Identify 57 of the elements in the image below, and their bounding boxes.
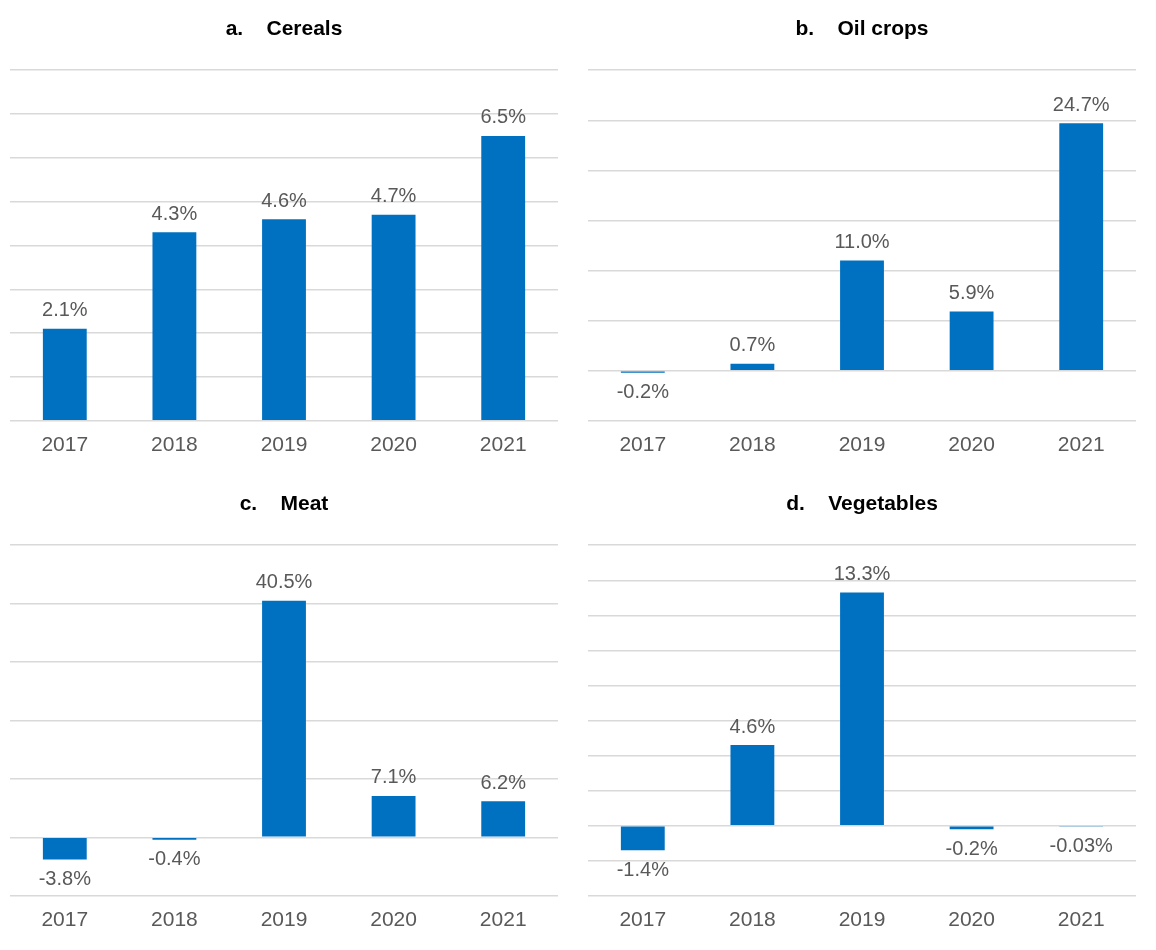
x-tick-label: 2019 (260, 432, 308, 456)
x-tick-label: 2021 (479, 907, 527, 931)
x-tick-label: 2017 (41, 432, 89, 456)
bar (730, 363, 775, 370)
data-label: 7.1% (370, 765, 417, 788)
data-label: 11.0% (834, 230, 890, 253)
x-tick-label: 2020 (370, 907, 417, 931)
chart-title: a. Cereals (225, 16, 343, 40)
data-label: 2.1% (42, 298, 88, 321)
x-tick-label: 2020 (948, 432, 995, 456)
x-tick-label: 2020 (948, 907, 995, 931)
chart-title: d. Vegetables (786, 491, 938, 515)
bar (152, 232, 197, 421)
bar (481, 135, 526, 421)
data-label: 40.5% (255, 570, 313, 593)
data-label: 5.9% (948, 281, 995, 304)
bar (840, 260, 884, 370)
data-label: 4.3% (151, 201, 198, 224)
data-label: -0.03% (1049, 833, 1114, 856)
x-tick-label: 2021 (479, 432, 527, 456)
data-label: -0.2% (945, 836, 998, 859)
x-tick-label: 2018 (151, 432, 198, 456)
x-tick-label: 2017 (619, 907, 667, 931)
bar (1059, 123, 1104, 370)
x-tick-label: 2021 (1057, 432, 1105, 456)
data-label: 24.7% (1052, 92, 1110, 115)
x-tick-label: 2018 (729, 907, 776, 931)
bar (262, 219, 306, 421)
bar (42, 838, 87, 860)
bar (481, 801, 526, 837)
data-label: 6.5% (480, 105, 527, 128)
bar (949, 311, 994, 370)
data-label: 0.7% (729, 333, 776, 356)
data-label: -1.4% (616, 857, 670, 880)
data-label: 6.2% (480, 770, 527, 793)
data-label: 13.3% (833, 562, 891, 585)
chart-title: c. Meat (239, 491, 329, 515)
data-label: 4.6% (261, 188, 308, 211)
x-tick-label: 2019 (838, 907, 886, 931)
x-tick-label: 2018 (151, 907, 198, 931)
data-label: -3.8% (38, 867, 92, 890)
data-label: 4.7% (370, 184, 417, 207)
x-tick-label: 2018 (729, 432, 776, 456)
data-label: -0.4% (148, 847, 201, 870)
x-tick-label: 2017 (619, 432, 667, 456)
bar (262, 600, 306, 837)
x-tick-label: 2021 (1057, 907, 1105, 931)
bar (42, 328, 87, 421)
data-label: 4.6% (729, 714, 776, 737)
bar (371, 214, 416, 421)
x-tick-label: 2020 (370, 432, 417, 456)
data-label: -0.2% (616, 380, 670, 403)
bar (371, 795, 416, 837)
x-tick-label: 2019 (838, 432, 886, 456)
x-tick-label: 2019 (260, 907, 308, 931)
x-tick-label: 2017 (41, 907, 89, 931)
chart-title: b. Oil crops (795, 16, 929, 40)
